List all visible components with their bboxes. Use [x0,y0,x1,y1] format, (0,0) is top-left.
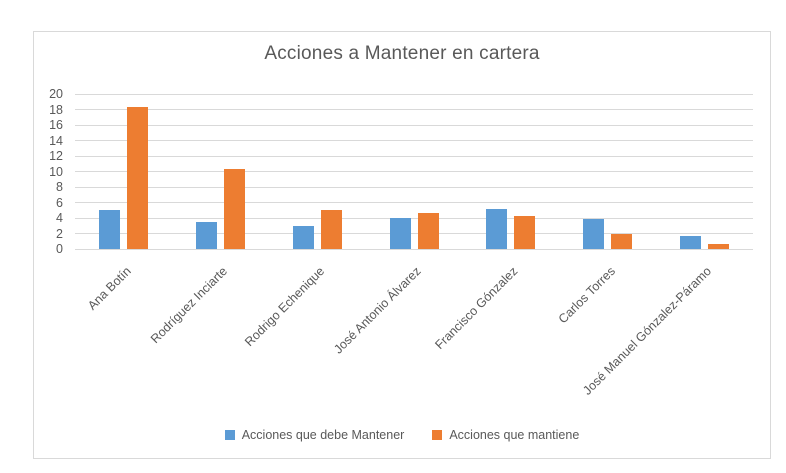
chart-frame: Acciones a Mantener en cartera 0 2 4 6 8 10 12… [33,31,771,459]
chart-title: Acciones a Mantener en cartera [264,43,540,64]
bar-debe-mantener [583,218,605,249]
gridline [75,124,753,126]
y-axis-tick-label: 0 [56,242,63,256]
bar-debe-mantener [389,218,411,249]
gridline [75,248,753,250]
gridline [75,140,753,141]
x-axis-category-label: José Antonio Álvarez [331,264,424,357]
gridline [75,155,753,157]
x-axis-category-label: Rodríguez Inciarte [148,264,231,347]
bar-mantiene [320,210,342,249]
gridline [75,233,753,234]
legend-swatch-icon [224,430,235,440]
bar-mantiene [417,213,439,249]
x-axis-category-label: Carlos Torres [555,264,618,327]
x-axis-category-label: Francisco Gónzalez [432,264,521,353]
y-axis-tick-label: 14 [49,133,63,148]
gridline [75,93,753,95]
gridline [75,171,753,172]
gridline [75,109,753,110]
bar-debe-mantener [98,210,120,249]
y-axis-tick-label: 20 [49,87,63,101]
chart-legend: Acciones que debe Mantener Acciones que m… [34,428,770,442]
y-axis-tick-label: 16 [49,118,63,132]
legend-label: Acciones que mantiene [449,428,580,442]
legend-label: Acciones que debe Mantener [241,428,405,442]
x-axis-category-label: Ana Botín [84,264,134,313]
gridline [75,202,753,203]
bar-mantiene [708,244,730,249]
gridline [75,217,753,219]
bar-mantiene [611,233,633,249]
legend-swatch-icon [432,430,443,440]
bar-debe-mantener [486,209,508,249]
plot-area: 0 2 4 6 8 10 12 14 16 18 20 Ana Botín Rodríguez Inci… [34,32,770,458]
y-axis-tick-label: 10 [49,164,63,179]
y-axis-tick-label: 8 [56,180,63,194]
y-axis-tick-label: 18 [49,102,63,117]
y-axis-tick-label: 4 [56,211,63,225]
legend-item: Acciones que mantiene [432,428,579,442]
y-axis-tick-label: 12 [49,149,63,163]
bar-mantiene [514,215,536,249]
gridline [75,186,753,188]
bar-mantiene [126,107,148,249]
bar-debe-mantener [680,235,702,249]
bar-debe-mantener [292,225,314,249]
y-axis-tick-label: 6 [56,195,63,210]
bar-mantiene [223,169,245,249]
bar-debe-mantener [195,221,217,249]
y-axis-tick-label: 2 [56,226,63,241]
legend-item: Acciones que debe Mantener [224,428,405,442]
x-axis-category-label: Rodrigo Echenique [241,264,328,350]
